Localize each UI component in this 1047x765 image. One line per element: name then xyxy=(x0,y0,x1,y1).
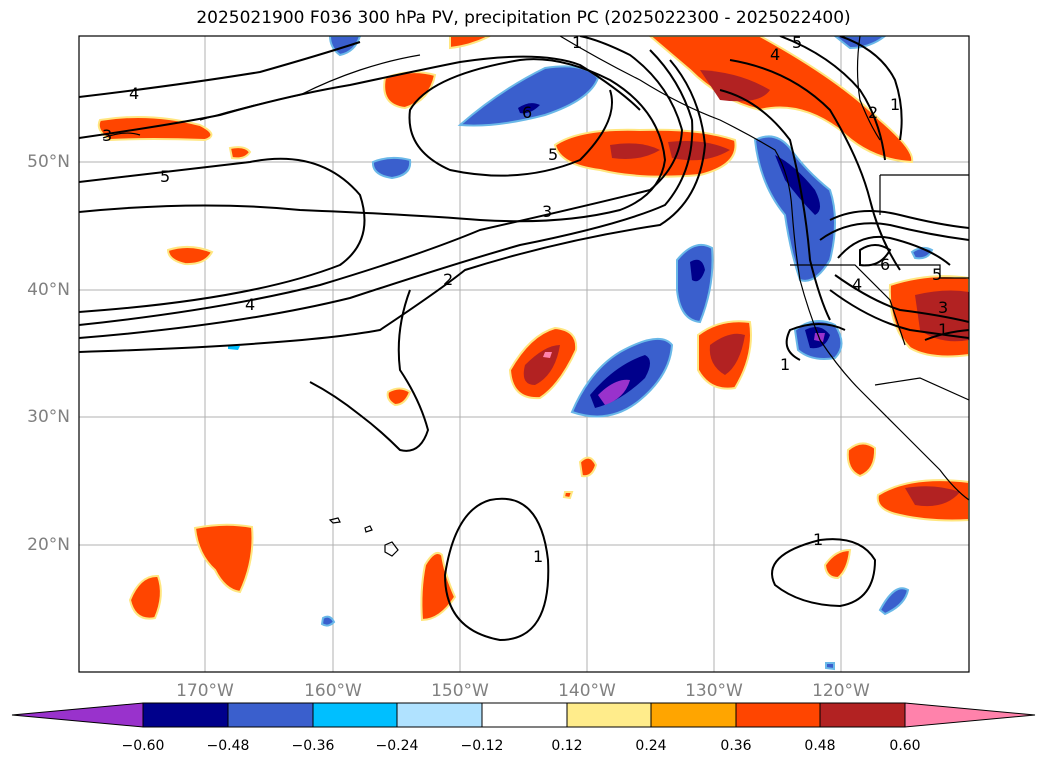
precip-positive-patches xyxy=(97,36,969,622)
lon-label: 140°W xyxy=(558,681,616,701)
contour-label: 4 xyxy=(770,45,780,64)
contour-label: 3 xyxy=(542,202,552,221)
lon-label: 170°W xyxy=(176,681,234,701)
lat-label: 20°N xyxy=(27,535,70,555)
contour-label: 3 xyxy=(102,126,112,145)
contour-label: 5 xyxy=(792,33,802,52)
colorbar-extend-low xyxy=(11,702,144,728)
colorbar-tick: −0.48 xyxy=(206,738,250,754)
contour-label: 6 xyxy=(522,103,532,122)
colorbar-tick: −0.12 xyxy=(460,738,504,754)
contour-label: 5 xyxy=(548,145,558,164)
contour-label: 5 xyxy=(932,265,942,284)
pv-contour-labels: 4 3 5 4 2 3 5 6 1 4 5 2 1 6 4 5 3 1 1 1 … xyxy=(102,33,948,566)
contour-label: 5 xyxy=(160,167,170,186)
contour-label: 1 xyxy=(533,547,543,566)
contour-label: 3 xyxy=(938,298,948,317)
contour-label: 4 xyxy=(129,84,139,103)
contour-label: 1 xyxy=(938,320,948,339)
lat-label: 40°N xyxy=(27,280,70,300)
pv-contours xyxy=(79,36,969,642)
contour-label: 2 xyxy=(868,103,878,122)
colorbar-tick: 0.12 xyxy=(551,738,583,754)
contour-label: 4 xyxy=(245,295,255,314)
lon-label: 150°W xyxy=(431,681,489,701)
colorbar-tick: 0.60 xyxy=(889,738,921,754)
lat-label: 50°N xyxy=(27,152,70,172)
colorbar-extend-high xyxy=(904,702,1036,728)
contour-label: 1 xyxy=(813,530,823,549)
contour-label: 1 xyxy=(890,95,900,114)
contour-label: 2 xyxy=(443,270,453,289)
lon-label: 160°W xyxy=(304,681,362,701)
lon-label: 130°W xyxy=(685,681,743,701)
colorbar-tick: 0.36 xyxy=(720,738,752,754)
contour-label: 4 xyxy=(852,275,862,294)
contour-label: 1 xyxy=(572,33,582,52)
map-title: 2025021900 F036 300 hPa PV, precipitatio… xyxy=(196,8,851,28)
contour-label: 6 xyxy=(880,255,890,274)
colorbar-tick: −0.60 xyxy=(121,738,165,754)
colorbar-tick: −0.36 xyxy=(291,738,335,754)
colorbar-tick: 0.24 xyxy=(635,738,667,754)
map-frame xyxy=(78,35,970,673)
contour-label: 1 xyxy=(780,355,790,374)
colorbar-tick: −0.24 xyxy=(375,738,419,754)
lon-label: 120°W xyxy=(812,681,870,701)
lat-label: 30°N xyxy=(27,407,70,427)
colorbar xyxy=(11,702,1036,728)
colorbar-tick: 0.48 xyxy=(804,738,836,754)
